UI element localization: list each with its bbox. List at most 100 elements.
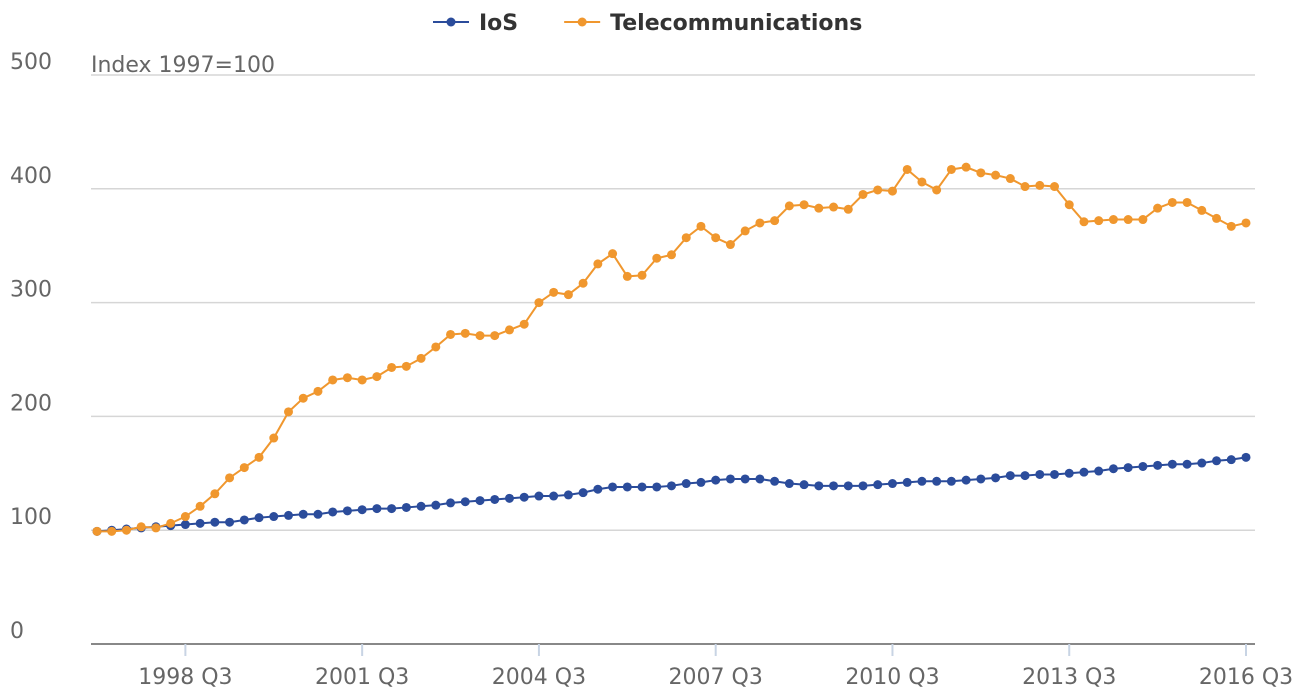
point [873,480,883,490]
point [534,491,544,501]
point [1035,469,1045,479]
point [1138,215,1148,225]
point [1094,216,1104,226]
series-line [97,166,1247,533]
point [342,373,352,383]
point [887,186,897,196]
point [784,201,794,211]
point [681,479,691,489]
y-tick-label: 200 [10,391,52,416]
point [593,484,603,494]
point [239,463,249,473]
point [107,526,117,536]
x-tick-label: 2016 Q3 [1199,665,1293,690]
point [976,474,986,484]
point [770,476,780,486]
point [814,203,824,213]
point [284,510,293,520]
x-tick-label: 2007 Q3 [669,665,763,690]
point [549,491,559,501]
point [475,496,485,506]
point [1108,464,1118,474]
point [490,331,500,341]
point [667,250,676,260]
point [858,481,868,491]
point [652,482,662,492]
point [269,433,279,443]
point [637,270,647,280]
point [1241,452,1251,462]
point [1241,218,1251,228]
point [593,259,603,269]
point [873,185,883,195]
point [357,505,367,515]
point [725,474,735,484]
point [1035,180,1045,190]
point [932,476,942,486]
point [372,372,382,382]
point [460,497,470,507]
legend-marker [577,17,587,27]
point [770,216,780,226]
point [1123,215,1133,225]
x-tick-label: 2004 Q3 [492,665,586,690]
point [725,240,735,250]
point [1197,458,1207,468]
point [1138,461,1148,471]
point [696,221,706,231]
point [858,189,868,199]
point [711,233,721,243]
point [372,504,382,514]
point [519,492,529,502]
point [917,177,927,187]
point [298,509,308,519]
point [475,331,485,341]
point [887,479,897,489]
point [195,518,205,528]
point [210,489,220,499]
point [829,202,839,212]
point [1020,471,1030,481]
point [740,226,750,236]
point [121,525,131,535]
point [578,488,588,498]
point [1182,197,1192,207]
y-tick-label: 500 [10,50,52,75]
point [740,474,750,484]
point [460,328,470,338]
point [504,493,514,503]
point [1094,466,1104,476]
y-tick-label: 0 [10,619,24,644]
point [991,473,1001,483]
point [991,170,1001,180]
point [755,474,765,484]
point [431,500,441,510]
point [549,287,559,297]
point [946,476,956,486]
point [1153,460,1163,470]
y-tick-label: 400 [10,164,52,189]
point [961,475,971,485]
point [284,407,293,417]
point [578,278,588,288]
legend-label: IoS [479,11,518,36]
point [1167,459,1177,469]
annotation: Index 1997=100 [91,53,275,78]
point [254,452,264,462]
point [814,481,824,491]
point [652,253,662,263]
point [298,393,308,403]
point [1212,213,1222,223]
point [416,353,426,363]
point [902,477,912,487]
point [961,162,971,172]
legend-label: Telecommunications [610,11,862,36]
point [1123,463,1133,473]
point [254,513,264,523]
point [932,185,942,195]
point [225,517,235,527]
point [1212,456,1222,466]
point [1079,217,1089,227]
point [843,204,853,214]
